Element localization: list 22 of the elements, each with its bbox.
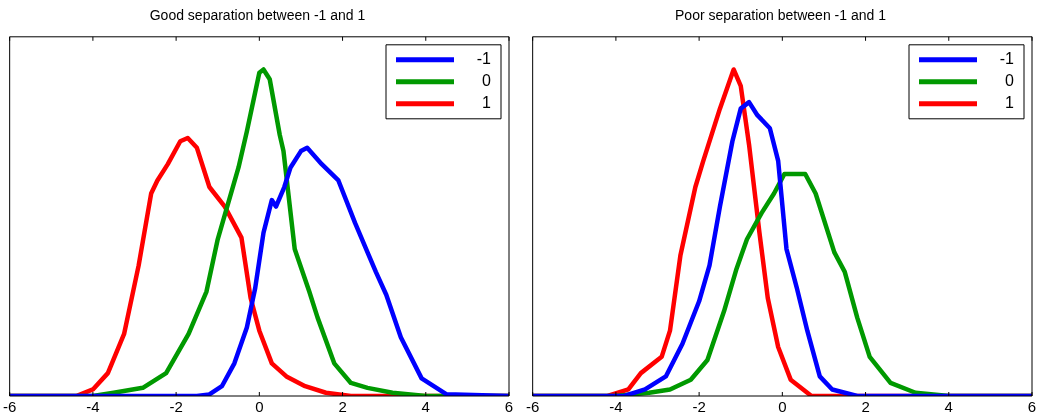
legend-label: 0 — [482, 72, 492, 90]
x-tick-label: -4 — [86, 398, 100, 416]
x-tick-label: 2 — [338, 398, 347, 416]
x-tick-label: -2 — [692, 398, 706, 416]
chart-title: Poor separation between -1 and 1 — [675, 7, 887, 24]
x-tick-label: 0 — [778, 398, 787, 416]
x-tick-label: 4 — [944, 398, 953, 416]
x-tick-label: -6 — [526, 398, 540, 416]
legend-label: -1 — [999, 50, 1015, 68]
x-tick-label: -2 — [169, 398, 183, 416]
x-tick-label: 2 — [861, 398, 870, 416]
x-tick-label: -4 — [609, 398, 623, 416]
x-tick-label: -6 — [3, 398, 17, 416]
legend-label: 1 — [482, 94, 492, 112]
legend-label: 1 — [1005, 94, 1015, 112]
x-tick-label: 6 — [504, 398, 514, 416]
chart-title: Good separation between -1 and 1 — [149, 7, 366, 24]
legend-label: -1 — [476, 50, 492, 68]
legend-label: 0 — [1005, 72, 1015, 90]
x-tick-label: 4 — [421, 398, 430, 416]
x-tick-label: 0 — [255, 398, 264, 416]
x-tick-label: 6 — [1027, 398, 1037, 416]
